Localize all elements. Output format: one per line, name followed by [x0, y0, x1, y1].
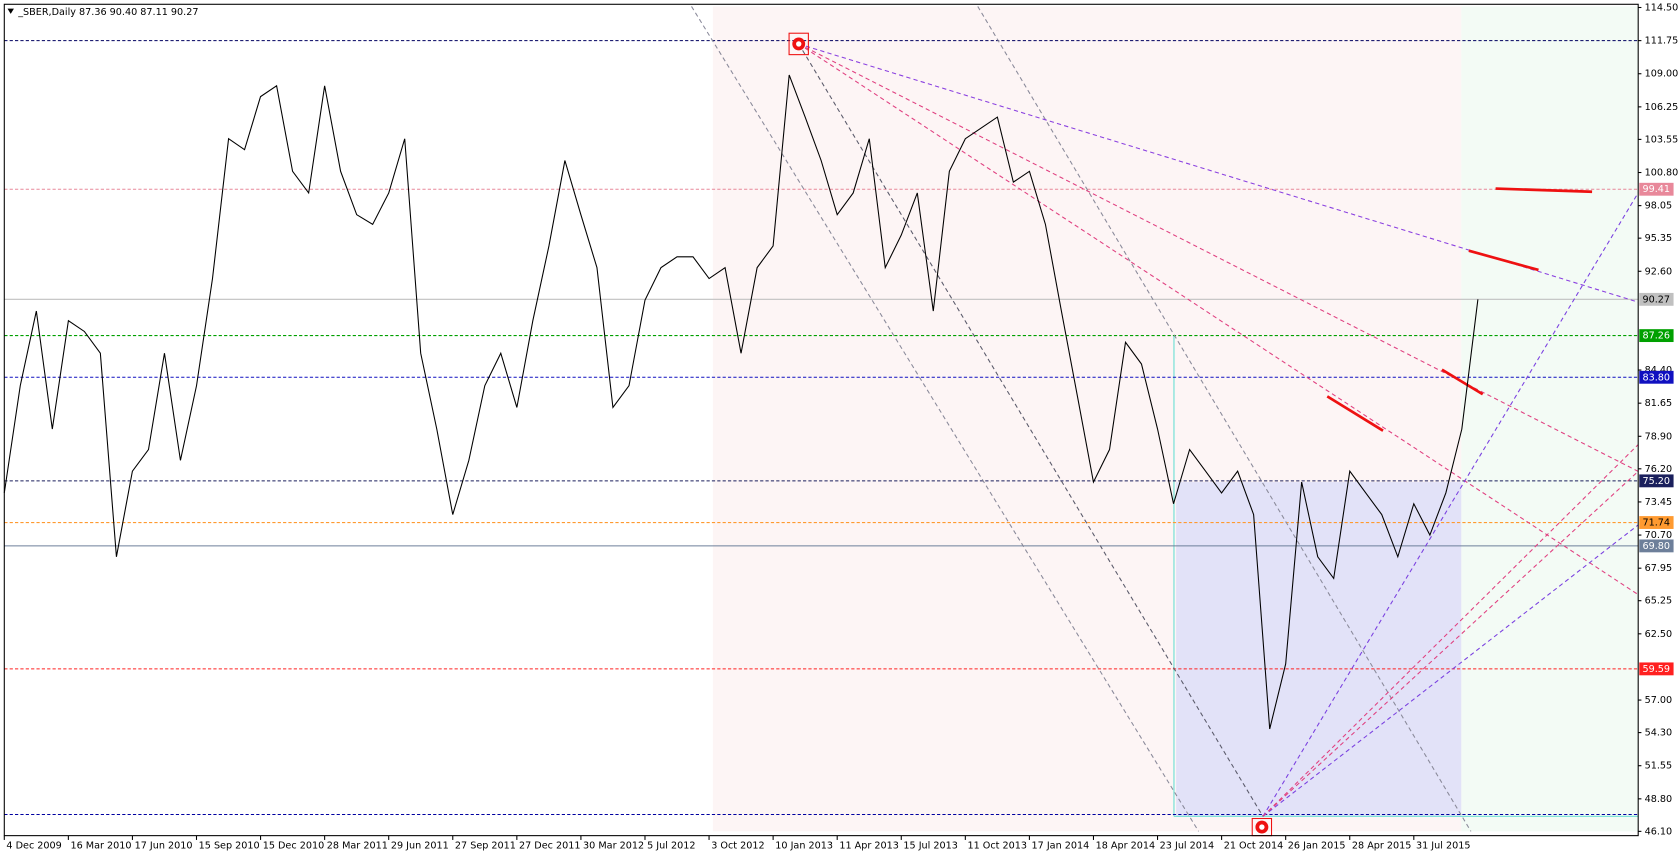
levels [4, 40, 1639, 816]
red-segments [1326, 187, 1593, 432]
x-tick-label: 17 Jan 2014 [1032, 840, 1090, 851]
y-tick-label: 46.10 [1645, 826, 1673, 837]
level-tag [1639, 292, 1674, 306]
y-tick-label: 51.55 [1645, 761, 1673, 772]
y-tick-label: 70.70 [1645, 530, 1673, 541]
y-tick-label: 109.00 [1645, 69, 1679, 80]
x-tick-label: 10 Jan 2013 [775, 840, 833, 851]
chart-title: _SBER,Daily 87.36 90.40 87.11 90.27 [17, 7, 198, 18]
zone-blue [1176, 482, 1462, 817]
trendline [691, 6, 1200, 832]
y-tick-label: 92.60 [1645, 266, 1673, 277]
series-layer [3, 74, 1479, 730]
x-tick-label: 17 Jun 2010 [135, 840, 193, 851]
x-tick-label: 27 Sep 2011 [455, 840, 516, 851]
level-tag [1639, 516, 1674, 529]
x-tick-label: 18 Apr 2014 [1096, 840, 1156, 851]
marker-box [788, 32, 809, 56]
trendline [1262, 444, 1639, 817]
level-tag [1639, 662, 1674, 676]
x-tick-label: 29 Jun 2011 [391, 840, 449, 851]
red-segment [1468, 249, 1539, 272]
y-tick-label: 62.50 [1645, 629, 1673, 640]
x-tick-label: 5 Jul 2012 [647, 840, 695, 851]
y-tick-label: 57.00 [1645, 695, 1673, 706]
markers [788, 32, 1273, 837]
y-tick-label: 100.80 [1645, 168, 1679, 179]
level-tag [1639, 370, 1674, 384]
x-tick-label: 11 Apr 2013 [839, 840, 899, 851]
x-tick-label: 23 Jul 2014 [1160, 840, 1215, 851]
level-label: 87.26 [1642, 331, 1670, 342]
trendline [977, 6, 1472, 832]
price-line [3, 74, 1479, 730]
axes: 114.50 111.75 109.00 106.25 103.55 100.80 98.0… [3, 3, 1679, 851]
trendline [798, 43, 1264, 817]
menu-arrow [7, 8, 14, 14]
y-tick-label: 54.30 [1645, 728, 1673, 739]
level-tag [1639, 182, 1674, 196]
x-tick-label: 21 Oct 2014 [1224, 840, 1284, 851]
x-tick-label: 31 Jul 2015 [1416, 840, 1471, 851]
y-tick-label: 114.50 [1645, 3, 1679, 14]
level-tag [1639, 539, 1674, 553]
x-tick-label: 11 Oct 2013 [967, 840, 1027, 851]
level-label: 59.59 [1642, 664, 1670, 675]
level-label: 83.80 [1642, 372, 1670, 383]
y-tick-label: 106.25 [1645, 102, 1679, 113]
level-label: 71.74 [1642, 518, 1670, 529]
red-segment [1326, 395, 1384, 432]
y-tick-label: 73.45 [1645, 497, 1673, 508]
trendline [1262, 470, 1639, 817]
cyan-box [1173, 335, 1639, 818]
y-tick-label: 103.55 [1645, 134, 1679, 145]
level-tag [1639, 329, 1674, 343]
y-tick-label: 65.25 [1645, 596, 1673, 607]
x-tick-label: 15 Dec 2010 [263, 840, 325, 851]
y-tick-label: 84.40 [1645, 365, 1673, 376]
marker-dot [1259, 824, 1265, 830]
x-tick-label: 4 Dec 2009 [6, 840, 61, 851]
x-tick-label: 26 Jan 2015 [1288, 840, 1346, 851]
y-tick-label: 67.95 [1645, 563, 1673, 574]
zone-green [1461, 6, 1639, 832]
trendline [1262, 524, 1639, 817]
y-tick-label: 111.75 [1645, 36, 1679, 47]
red-segment [1441, 368, 1484, 396]
x-tick-label: 30 Mar 2012 [583, 840, 644, 851]
y-tick-label: 78.90 [1645, 431, 1673, 442]
x-tick-label: 28 Apr 2015 [1352, 840, 1412, 851]
level-label: 69.80 [1642, 541, 1670, 552]
level-label: 75.20 [1642, 476, 1670, 487]
level-tag [1639, 474, 1674, 488]
x-tick-label: 15 Jul 2013 [903, 840, 958, 851]
x-tick-label: 16 Mar 2010 [71, 840, 132, 851]
level-label: 90.27 [1642, 294, 1670, 305]
plot-frame [3, 3, 1639, 837]
level-label: 99.41 [1642, 184, 1670, 195]
x-tick-label: 3 Oct 2012 [711, 840, 764, 851]
x-tick-label: 15 Sep 2010 [199, 840, 260, 851]
trendlines [691, 6, 1639, 832]
y-tick-label: 76.20 [1645, 464, 1673, 475]
red-segment [1495, 187, 1593, 194]
trendline [798, 43, 1639, 596]
y-tick-label: 95.35 [1645, 233, 1673, 244]
marker-dot [796, 41, 802, 47]
trendline [1262, 192, 1639, 817]
x-tick-label: 27 Dec 2011 [519, 840, 581, 851]
y-tick-label: 48.80 [1645, 794, 1673, 805]
y-tick-label: 81.65 [1645, 398, 1673, 409]
y-tick-label: 98.05 [1645, 201, 1673, 212]
x-tick-label: 28 Mar 2011 [327, 840, 388, 851]
